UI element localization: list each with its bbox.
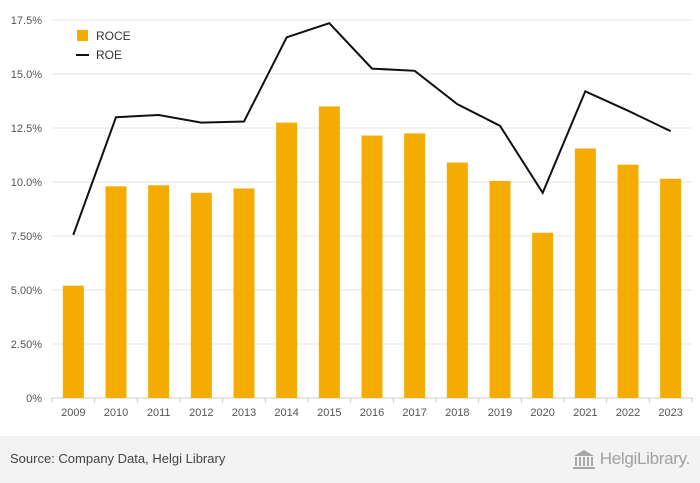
legend-swatch-roce xyxy=(77,30,88,41)
bar-roce-2018 xyxy=(446,162,468,398)
x-tick-label-2018: 2018 xyxy=(445,407,469,419)
x-tick-label-2020: 2020 xyxy=(530,407,554,419)
legend: ROCE ROE xyxy=(76,29,131,62)
y-tick-label: 12.5% xyxy=(11,123,42,135)
bar-roce-2012 xyxy=(190,192,212,398)
y-tick-label: 15.0% xyxy=(11,69,42,81)
bar-series-roce xyxy=(62,106,682,399)
x-tick-label-2023: 2023 xyxy=(658,407,682,419)
x-tick-label-2016: 2016 xyxy=(360,407,384,419)
x-tick-label-2012: 2012 xyxy=(189,407,213,419)
x-tick-label-2021: 2021 xyxy=(573,407,597,419)
x-tick-label-2019: 2019 xyxy=(488,407,512,419)
x-tick-label-2022: 2022 xyxy=(616,407,640,419)
y-tick-label: 7.50% xyxy=(11,231,42,243)
x-tick-label-2014: 2014 xyxy=(274,407,298,419)
legend-label-roce: ROCE xyxy=(96,29,131,43)
y-axis-ticks: 0% 2.50% 5.00% 7.50% 10.0% 12.5% 15.0% 17.5% xyxy=(11,15,42,405)
bar-roce-2023 xyxy=(660,178,682,398)
line-series-roe xyxy=(72,22,672,236)
library-building-icon xyxy=(572,450,595,469)
y-tick-label: 0% xyxy=(26,393,42,405)
bar-roce-2022 xyxy=(617,164,639,398)
helgi-library-logo: HelgiLibrary. xyxy=(572,447,690,471)
logo-text: HelgiLibrary. xyxy=(599,449,691,468)
chart: 0% 2.50% 5.00% 7.50% 10.0% 12.5% 15.0% 17.5% 20… xyxy=(11,15,693,419)
bar-roce-2020 xyxy=(532,232,554,398)
x-tick-label-2013: 2013 xyxy=(232,407,256,419)
x-tick-label-2011: 2011 xyxy=(147,407,171,419)
x-tick-label-2015: 2015 xyxy=(317,407,341,419)
source-note: Source: Company Data, Helgi Library xyxy=(10,451,226,466)
x-tick-label-2009: 2009 xyxy=(61,407,85,419)
footer: Source: Company Data, Helgi Library Helg… xyxy=(0,436,700,483)
y-tick-label: 17.5% xyxy=(11,15,42,27)
x-axis-ticks: 2009 2010 2011 2012 2013 2014 2015 2016 2017 2018… xyxy=(51,398,693,419)
bar-roce-2014 xyxy=(276,122,298,398)
legend-label-roe: ROE xyxy=(96,48,122,62)
y-tick-label: 5.00% xyxy=(11,285,42,297)
bar-roce-2019 xyxy=(489,180,511,398)
y-tick-label: 2.50% xyxy=(11,339,42,351)
bar-roce-2013 xyxy=(233,188,255,398)
x-tick-label-2017: 2017 xyxy=(402,407,426,419)
bar-roce-2010 xyxy=(105,186,127,398)
bar-roce-2016 xyxy=(361,135,383,398)
bar-roce-2011 xyxy=(148,185,170,398)
bar-roce-2009 xyxy=(62,285,84,398)
bar-roce-2015 xyxy=(318,106,340,399)
x-tick-label-2010: 2010 xyxy=(104,407,128,419)
roe-line xyxy=(72,22,672,236)
bar-roce-2017 xyxy=(404,133,426,398)
bar-roce-2021 xyxy=(574,148,596,398)
y-tick-label: 10.0% xyxy=(11,177,42,189)
